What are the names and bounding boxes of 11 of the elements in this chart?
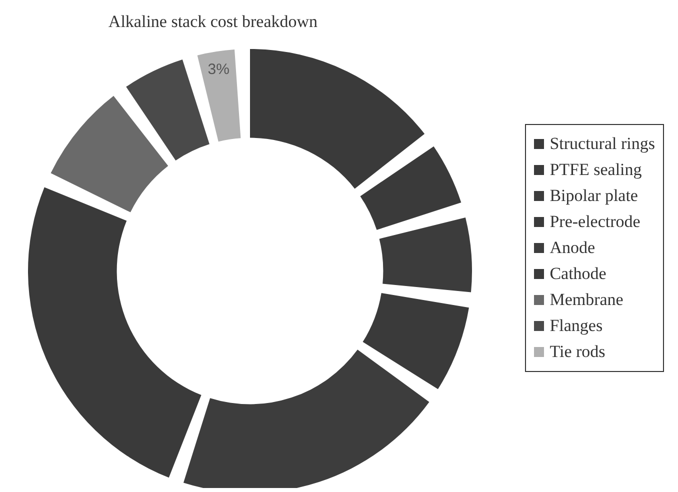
data-label: 3% (208, 60, 230, 78)
legend-label: Anode (550, 237, 596, 259)
legend-label: Flanges (550, 315, 603, 337)
chart-title: Alkaline stack cost breakdown (107, 12, 319, 32)
legend-label: Structural rings (550, 133, 655, 155)
legend-label: Cathode (550, 263, 606, 285)
legend-label: Tie rods (550, 341, 606, 363)
legend-label: PTFE sealing (550, 159, 642, 181)
legend-label: Pre-electrode (550, 211, 640, 233)
legend-label: Bipolar plate (550, 185, 638, 207)
legend-label: Membrane (550, 289, 624, 311)
